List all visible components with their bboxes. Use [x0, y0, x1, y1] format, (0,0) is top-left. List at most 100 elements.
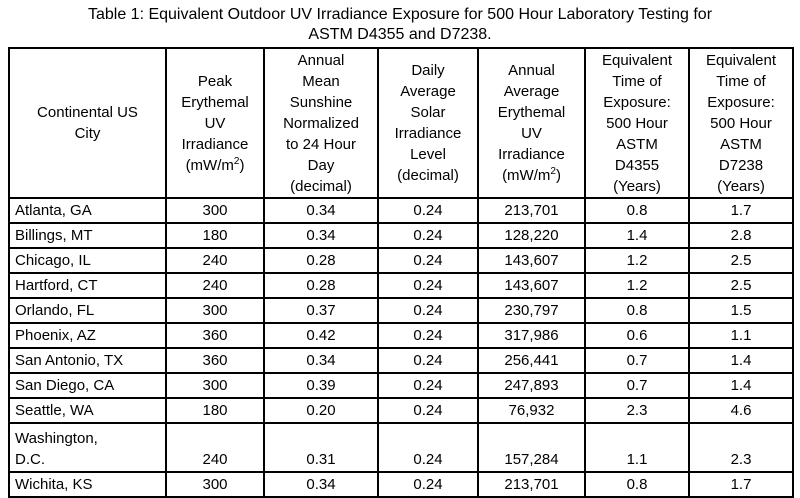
header-row: Continental US City Peak Erythemal UV Ir…	[8, 47, 794, 199]
cell-annual: 213,701	[477, 197, 586, 224]
cell-annual: 143,607	[477, 247, 586, 274]
cell-daily: 0.24	[377, 372, 479, 399]
table-row: Orlando, FL 300 0.37 0.24 230,797 0.8 1.5	[8, 297, 794, 324]
cell-city: Orlando, FL	[8, 297, 167, 324]
cell-city: Phoenix, AZ	[8, 322, 167, 349]
cell-d4355: 1.4	[584, 222, 690, 249]
cell-peak: 180	[165, 397, 265, 424]
cell-sunshine: 0.28	[263, 247, 379, 274]
header-annual-close-paren: )	[555, 167, 561, 184]
cell-d4355: 0.8	[584, 297, 690, 324]
cell-peak: 360	[165, 347, 265, 374]
cell-city: Chicago, IL	[8, 247, 167, 274]
cell-annual: 317,986	[477, 322, 586, 349]
header-daily-average-solar-irradiance: Daily Average Solar Irradiance Level (de…	[377, 47, 479, 199]
header-exposure-astm-d7238: Equivalent Time of Exposure: 500 Hour AS…	[688, 47, 794, 199]
cell-peak: 240	[165, 272, 265, 299]
cell-peak: 240	[165, 247, 265, 274]
cell-annual: 157,284	[477, 422, 586, 473]
cell-daily: 0.24	[377, 272, 479, 299]
table-body: Atlanta, GA 300 0.34 0.24 213,701 0.8 1.7 Billi…	[8, 197, 794, 498]
table-row: San Diego, CA 300 0.39 0.24 247,893 0.7 1.4	[8, 372, 794, 399]
cell-d4355: 1.2	[584, 272, 690, 299]
header-annual-superscript: 2	[550, 166, 556, 177]
cell-daily: 0.24	[377, 322, 479, 349]
cell-peak: 360	[165, 322, 265, 349]
cell-d4355: 0.8	[584, 471, 690, 498]
cell-city: San Antonio, TX	[8, 347, 167, 374]
cell-d7238: 1.4	[688, 372, 794, 399]
cell-sunshine: 0.34	[263, 347, 379, 374]
cell-peak: 300	[165, 372, 265, 399]
cell-peak: 300	[165, 197, 265, 224]
header-peak-text: Peak Erythemal UV Irradiance (mW/m	[181, 72, 249, 174]
cell-d7238: 2.5	[688, 272, 794, 299]
cell-d7238: 1.1	[688, 322, 794, 349]
cell-city: Hartford, CT	[8, 272, 167, 299]
cell-daily: 0.24	[377, 347, 479, 374]
cell-daily: 0.24	[377, 222, 479, 249]
header-peak-erythemal-uv-irradiance: Peak Erythemal UV Irradiance (mW/m2)	[165, 47, 265, 199]
cell-sunshine: 0.37	[263, 297, 379, 324]
cell-sunshine: 0.34	[263, 197, 379, 224]
table-row: Washington, D.C. 240 0.31 0.24 157,284 1.1 2.3	[8, 422, 794, 473]
table-row: Phoenix, AZ 360 0.42 0.24 317,986 0.6 1.1	[8, 322, 794, 349]
header-annual-average-erythemal-uv: Annual Average Erythemal UV Irradiance (…	[477, 47, 586, 199]
cell-d7238: 2.8	[688, 222, 794, 249]
cell-sunshine: 0.34	[263, 222, 379, 249]
cell-d4355: 0.8	[584, 197, 690, 224]
cell-d4355: 0.7	[584, 347, 690, 374]
cell-sunshine: 0.28	[263, 272, 379, 299]
cell-d4355: 1.1	[584, 422, 690, 473]
cell-d7238: 1.5	[688, 297, 794, 324]
table-row: Seattle, WA 180 0.20 0.24 76,932 2.3 4.6	[8, 397, 794, 424]
table-row: Billings, MT 180 0.34 0.24 128,220 1.4 2.8	[8, 222, 794, 249]
header-annual-text: Annual Average Erythemal UV Irradiance (…	[497, 62, 566, 184]
cell-city: Washington, D.C.	[8, 422, 167, 473]
cell-sunshine: 0.39	[263, 372, 379, 399]
cell-peak: 300	[165, 471, 265, 498]
caption-line-2: ASTM D4355 and D7238.	[308, 26, 492, 43]
header-peak-close-paren: )	[239, 156, 245, 174]
cell-city: Billings, MT	[8, 222, 167, 249]
cell-peak: 180	[165, 222, 265, 249]
cell-d7238: 2.5	[688, 247, 794, 274]
cell-annual: 213,701	[477, 471, 586, 498]
cell-annual: 143,607	[477, 272, 586, 299]
table-row: Wichita, KS 300 0.34 0.24 213,701 0.8 1.7	[8, 471, 794, 498]
cell-sunshine: 0.42	[263, 322, 379, 349]
cell-daily: 0.24	[377, 397, 479, 424]
cell-daily: 0.24	[377, 197, 479, 224]
uv-exposure-table: Continental US City Peak Erythemal UV Ir…	[8, 47, 794, 498]
cell-annual: 230,797	[477, 297, 586, 324]
cell-d4355: 0.7	[584, 372, 690, 399]
header-peak-superscript: 2	[233, 155, 240, 167]
cell-annual: 128,220	[477, 222, 586, 249]
table-row: Hartford, CT 240 0.28 0.24 143,607 1.2 2.5	[8, 272, 794, 299]
cell-peak: 240	[165, 422, 265, 473]
cell-peak: 300	[165, 297, 265, 324]
cell-sunshine: 0.34	[263, 471, 379, 498]
table-caption: Table 1: Equivalent Outdoor UV Irradianc…	[0, 0, 800, 45]
cell-annual: 247,893	[477, 372, 586, 399]
cell-city: Wichita, KS	[8, 471, 167, 498]
cell-sunshine: 0.20	[263, 397, 379, 424]
cell-d7238: 1.7	[688, 197, 794, 224]
cell-city: Seattle, WA	[8, 397, 167, 424]
cell-daily: 0.24	[377, 422, 479, 473]
table-row: Atlanta, GA 300 0.34 0.24 213,701 0.8 1.7	[8, 197, 794, 224]
cell-city: San Diego, CA	[8, 372, 167, 399]
cell-daily: 0.24	[377, 297, 479, 324]
cell-annual: 76,932	[477, 397, 586, 424]
cell-d4355: 2.3	[584, 397, 690, 424]
header-continental-us-city: Continental US City	[8, 47, 167, 199]
cell-d4355: 0.6	[584, 322, 690, 349]
cell-d7238: 4.6	[688, 397, 794, 424]
table-row: Chicago, IL 240 0.28 0.24 143,607 1.2 2.5	[8, 247, 794, 274]
cell-daily: 0.24	[377, 471, 479, 498]
header-annual-mean-sunshine: Annual Mean Sunshine Normalized to 24 Ho…	[263, 47, 379, 199]
cell-d7238: 2.3	[688, 422, 794, 473]
cell-sunshine: 0.31	[263, 422, 379, 473]
cell-d4355: 1.2	[584, 247, 690, 274]
